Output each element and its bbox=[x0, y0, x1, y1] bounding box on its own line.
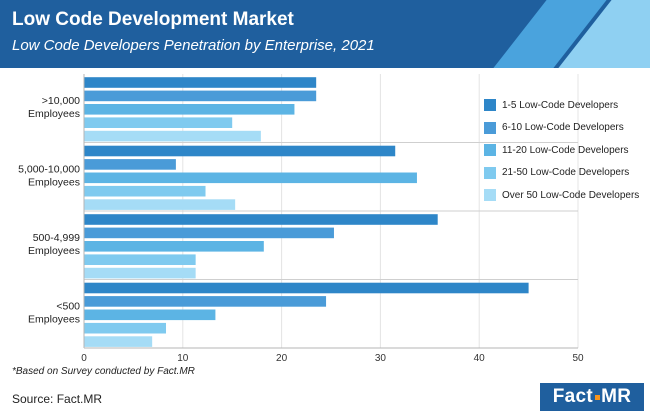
bar bbox=[84, 172, 417, 184]
bar bbox=[84, 336, 153, 347]
bar bbox=[84, 267, 196, 279]
legend-label: Over 50 Low-Code Developers bbox=[502, 189, 640, 201]
bar bbox=[84, 130, 261, 142]
legend-swatch bbox=[484, 144, 496, 156]
logo-dot bbox=[595, 394, 601, 400]
chart-legend: 1-5 Low-Code Developers 6-10 Low-Code Dev… bbox=[484, 98, 639, 211]
category-label: >10,000 bbox=[42, 95, 80, 107]
legend-label: 21-50 Low-Code Developers bbox=[502, 167, 630, 178]
category-label: 5,000-10,000 bbox=[18, 163, 80, 175]
bar bbox=[84, 90, 317, 102]
legend-swatch bbox=[484, 99, 496, 111]
bar bbox=[84, 77, 317, 88]
bar-chart: 0 10 20 30 40 50>10,000Employees5,000-10,000E… bbox=[18, 74, 584, 364]
bar bbox=[84, 296, 327, 307]
category-label: 500-4,999 bbox=[33, 232, 80, 244]
logo-text-right: MR bbox=[601, 386, 632, 407]
x-tick-label: 10 bbox=[177, 353, 189, 364]
bar bbox=[84, 214, 438, 225]
category-label: Employees bbox=[28, 108, 80, 120]
factmr-logo: Fact MR bbox=[540, 383, 644, 411]
logo-text-left: Fact bbox=[552, 386, 594, 407]
x-tick-label: 40 bbox=[474, 353, 486, 364]
x-tick-label: 20 bbox=[276, 353, 288, 364]
bar bbox=[84, 185, 206, 197]
bar bbox=[84, 227, 334, 239]
legend-label: 6-10 Low-Code Developers bbox=[502, 122, 624, 133]
bar bbox=[84, 159, 176, 170]
legend-label: 11-20 Low-Code Developers bbox=[502, 144, 629, 156]
bar bbox=[84, 117, 233, 128]
category-label: Employees bbox=[28, 176, 80, 188]
legend-item: 1-5 Low-Code Developers bbox=[484, 98, 639, 112]
legend-label: 1-5 Low-Code Developers bbox=[502, 99, 619, 111]
header-banner: Low Code Development Market Low Code Dev… bbox=[0, 0, 650, 68]
bar bbox=[84, 282, 529, 294]
category-label: Employees bbox=[28, 313, 80, 325]
bar bbox=[84, 322, 167, 334]
legend-swatch bbox=[484, 189, 496, 201]
source-label: Source: Fact.MR bbox=[12, 392, 103, 406]
legend-swatch bbox=[484, 166, 496, 179]
bar bbox=[84, 104, 295, 115]
chart-subtitle: Low Code Developers Penetration by Enter… bbox=[12, 37, 375, 54]
legend-item: 21-50 Low-Code Developers bbox=[484, 166, 639, 180]
legend-swatch bbox=[484, 121, 496, 134]
x-tick-label: 0 bbox=[81, 353, 87, 364]
legend-item: 6-10 Low-Code Developers bbox=[484, 121, 639, 135]
chart-title: Low Code Development Market bbox=[12, 9, 294, 30]
survey-note: *Based on Survey conducted by Fact.MR bbox=[12, 366, 195, 377]
bar bbox=[84, 145, 396, 157]
legend-item: 11-20 Low-Code Developers bbox=[484, 143, 639, 157]
bar bbox=[84, 199, 236, 210]
bar bbox=[84, 254, 196, 265]
x-tick-label: 50 bbox=[572, 353, 584, 364]
category-label: <500 bbox=[56, 300, 80, 312]
bar bbox=[84, 309, 216, 321]
category-label: Employees bbox=[28, 245, 80, 257]
x-tick-label: 30 bbox=[375, 353, 387, 364]
bar bbox=[84, 241, 264, 252]
legend-item: Over 50 Low-Code Developers bbox=[484, 188, 639, 202]
